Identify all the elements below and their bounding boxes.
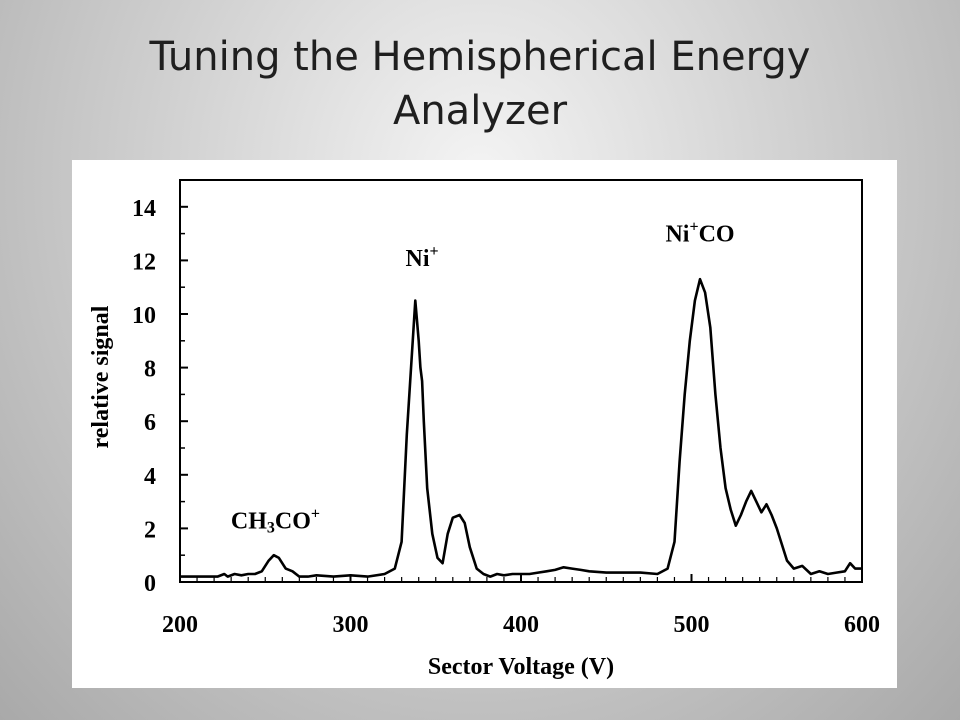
spectrum-chart: 0 2 4 6 8 10 12 14 200 300 400 500 600 Sector Voltag… — [88, 179, 880, 680]
x-tick-label: 500 — [674, 612, 710, 638]
peak-label: CH3CO+ — [231, 505, 320, 536]
x-tick-label: 400 — [503, 612, 539, 638]
signal-line — [180, 277, 862, 578]
slide-title: Tuning the Hemispherical Energy Analyzer — [60, 30, 900, 138]
y-tick-label: 14 — [132, 196, 156, 222]
slide-title-line2: Analyzer — [392, 88, 568, 134]
y-axis-label: relative signal — [88, 305, 114, 448]
y-tick-label: 4 — [144, 464, 156, 490]
peak-label: Ni+CO — [665, 219, 734, 248]
tick-labels: 0 2 4 6 8 10 12 14 200 300 400 500 600 — [132, 196, 880, 638]
y-tick-label: 12 — [132, 249, 156, 275]
x-tick-label: 200 — [162, 612, 198, 638]
x-tick-label: 300 — [333, 612, 369, 638]
slide-title-line1: Tuning the Hemispherical Energy — [149, 34, 811, 80]
y-tick-label: 0 — [144, 571, 156, 597]
y-tick-label: 8 — [144, 357, 156, 383]
peak-annotations: CH3CO+ Ni+ Ni+CO — [231, 219, 735, 537]
x-axis-label: Sector Voltage (V) — [428, 654, 614, 680]
peak-label: Ni+ — [406, 243, 439, 272]
chart-figure: 0 2 4 6 8 10 12 14 200 300 400 500 600 Sector Voltag… — [72, 160, 897, 688]
y-tick-label: 10 — [132, 303, 156, 329]
x-tick-label: 600 — [844, 612, 880, 638]
y-tick-label: 6 — [144, 410, 156, 436]
plot-frame — [179, 179, 863, 583]
y-tick-label: 2 — [144, 517, 156, 543]
